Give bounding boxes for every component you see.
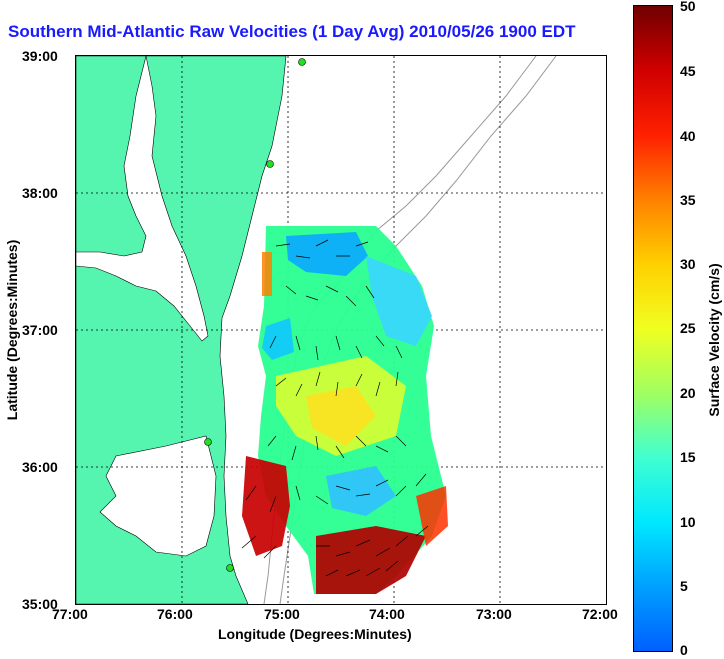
colorbar-tick: 10 bbox=[680, 514, 696, 530]
y-axis-label: Latitude (Degrees:Minutes) bbox=[4, 239, 20, 421]
velocity-vectors bbox=[241, 239, 429, 577]
map-title: Southern Mid-Atlantic Raw Velocities (1 … bbox=[8, 22, 576, 41]
x-tick-label: 74:00 bbox=[369, 606, 405, 622]
map-plot-area[interactable] bbox=[75, 55, 607, 605]
radar-stations bbox=[204, 58, 306, 572]
x-tick-label: 72:00 bbox=[582, 606, 618, 622]
colorbar-tick: 0 bbox=[680, 642, 688, 658]
y-tick-label: 38:00 bbox=[22, 185, 58, 201]
y-tick-label: 37:00 bbox=[22, 322, 58, 338]
colorbar-label: Surface Velocity (cm/s) bbox=[706, 263, 722, 417]
map-canvas bbox=[76, 56, 606, 604]
colorbar-tick: 30 bbox=[680, 256, 696, 272]
colorbar-tick: 15 bbox=[680, 449, 696, 465]
colorbar-tick: 40 bbox=[680, 128, 696, 144]
y-tick-label: 39:00 bbox=[22, 48, 58, 64]
chesapeake-bay bbox=[76, 56, 209, 342]
x-tick-label: 75:00 bbox=[264, 606, 300, 622]
colorbar-tick: 50 bbox=[680, 0, 696, 14]
colorbar-tick: 45 bbox=[680, 63, 696, 79]
colorbar-tick: 25 bbox=[680, 320, 696, 336]
x-tick-label: 76:00 bbox=[157, 606, 193, 622]
x-tick-label: 73:00 bbox=[476, 606, 512, 622]
y-tick-label: 36:00 bbox=[22, 459, 58, 475]
colorbar bbox=[633, 5, 673, 652]
colorbar-tick: 5 bbox=[680, 578, 688, 594]
velocity-field bbox=[242, 226, 448, 594]
x-tick-label: 77:00 bbox=[52, 606, 88, 622]
x-axis-label: Longitude (Degrees:Minutes) bbox=[218, 626, 412, 642]
colorbar-tick: 20 bbox=[680, 385, 696, 401]
colorbar-tick: 35 bbox=[680, 192, 696, 208]
y-tick-label: 35:00 bbox=[22, 596, 58, 612]
